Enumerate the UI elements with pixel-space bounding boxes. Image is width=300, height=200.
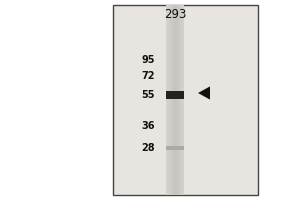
Bar bbox=[166, 5, 167, 195]
Bar bbox=[183, 5, 184, 195]
Bar bbox=[181, 5, 182, 195]
Bar bbox=[169, 5, 170, 195]
Text: 36: 36 bbox=[142, 121, 155, 131]
Bar bbox=[166, 146, 184, 150]
Bar bbox=[177, 5, 178, 195]
Bar bbox=[167, 5, 168, 195]
Bar bbox=[179, 5, 180, 195]
Bar bbox=[168, 5, 169, 195]
Text: 293: 293 bbox=[164, 8, 186, 21]
Bar bbox=[182, 5, 183, 195]
Bar bbox=[173, 5, 174, 195]
Bar bbox=[166, 91, 184, 99]
Text: 28: 28 bbox=[141, 143, 155, 153]
Bar bbox=[113, 5, 258, 195]
Text: 55: 55 bbox=[142, 90, 155, 100]
Text: 72: 72 bbox=[142, 71, 155, 81]
Bar bbox=[174, 5, 175, 195]
Text: 95: 95 bbox=[142, 55, 155, 65]
Bar bbox=[175, 5, 176, 195]
Bar bbox=[171, 5, 172, 195]
Bar bbox=[176, 5, 177, 195]
Bar bbox=[178, 5, 179, 195]
Polygon shape bbox=[198, 86, 210, 100]
Bar bbox=[180, 5, 181, 195]
Bar bbox=[172, 5, 173, 195]
Bar bbox=[170, 5, 171, 195]
